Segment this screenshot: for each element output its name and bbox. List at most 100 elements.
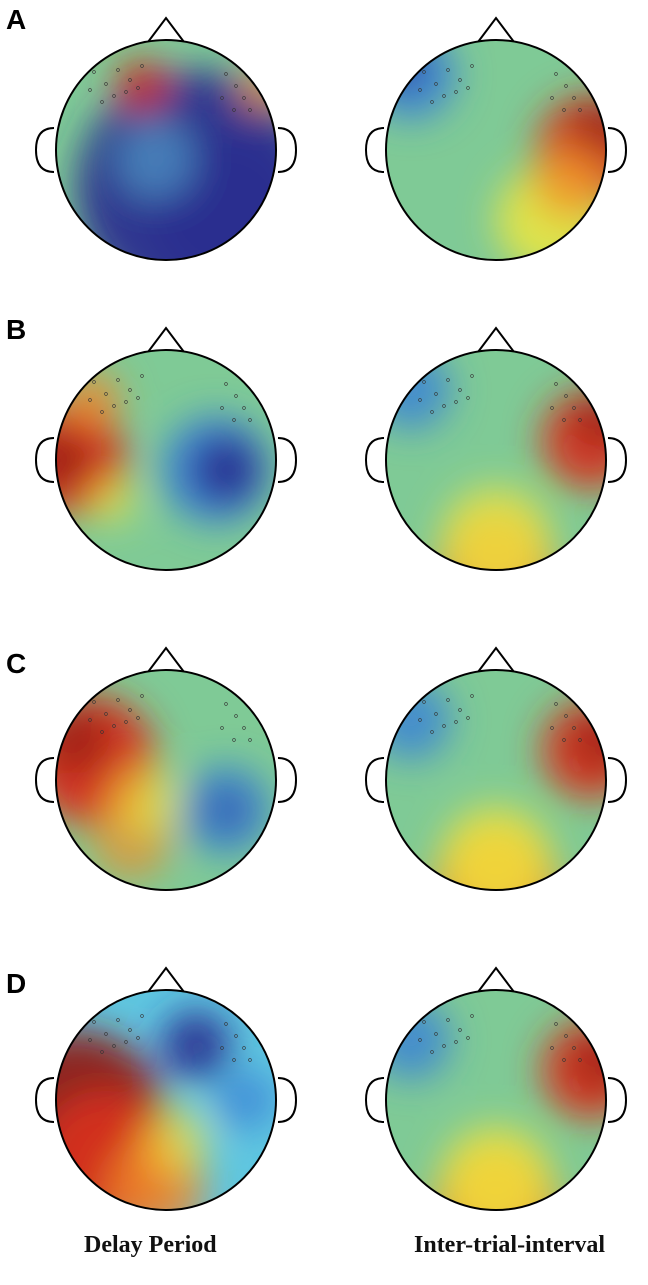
activation-blob	[216, 1070, 276, 1130]
electrode-marker	[140, 64, 144, 68]
nose	[147, 16, 185, 43]
electrode-marker	[220, 726, 224, 730]
electrode-marker	[470, 374, 474, 378]
electrode-marker	[578, 1058, 582, 1062]
electrode-marker	[564, 1034, 568, 1038]
electrode-marker	[458, 1028, 462, 1032]
electrode-marker	[422, 700, 426, 704]
electrode-marker	[434, 712, 438, 716]
topomap-a-delay	[34, 16, 298, 261]
activation-blob	[86, 475, 136, 525]
electrode-marker	[248, 108, 252, 112]
electrode-marker	[578, 108, 582, 112]
electrode-marker	[422, 1020, 426, 1024]
electrode-marker	[124, 400, 128, 404]
electrode-marker	[224, 1022, 228, 1026]
electrode-marker	[418, 718, 422, 722]
electrode-marker	[442, 724, 446, 728]
electrode-marker	[104, 1032, 108, 1036]
electrode-marker	[572, 1046, 576, 1050]
nose	[147, 646, 185, 673]
activation-blob	[441, 1125, 551, 1210]
right-ear	[277, 757, 298, 803]
activation-blob	[386, 680, 451, 760]
activation-blob	[116, 120, 196, 200]
electrode-marker	[128, 388, 132, 392]
head-outline	[55, 669, 277, 891]
electrode-marker	[92, 70, 96, 74]
left-ear	[364, 1077, 385, 1123]
electrode-marker	[430, 730, 434, 734]
electrode-marker	[446, 1018, 450, 1022]
right-ear	[607, 437, 628, 483]
electrode-marker	[578, 738, 582, 742]
electrode-marker	[418, 1038, 422, 1042]
electrode-marker	[550, 406, 554, 410]
electrode-marker	[446, 68, 450, 72]
electrode-marker	[224, 72, 228, 76]
electrode-marker	[242, 726, 246, 730]
electrode-marker	[422, 380, 426, 384]
electrode-marker	[116, 1018, 120, 1022]
right-ear	[607, 757, 628, 803]
electrode-marker	[442, 1044, 446, 1048]
electrode-marker	[564, 394, 568, 398]
electrode-marker	[112, 724, 116, 728]
electrode-marker	[454, 400, 458, 404]
right-ear	[277, 1077, 298, 1123]
electrode-marker	[466, 86, 470, 90]
electrode-marker	[100, 410, 104, 414]
topomap-d-iti	[364, 966, 628, 1211]
activation-blob	[56, 430, 91, 490]
electrode-marker	[100, 730, 104, 734]
electrode-marker	[458, 78, 462, 82]
column-label-inter-trial-interval: Inter-trial-interval	[414, 1232, 606, 1258]
electrode-marker	[564, 84, 568, 88]
electrode-marker	[564, 714, 568, 718]
electrode-marker	[572, 726, 576, 730]
electrode-marker	[572, 96, 576, 100]
electrode-marker	[454, 720, 458, 724]
topomap-a-iti	[364, 16, 628, 261]
electrode-marker	[572, 406, 576, 410]
electrode-marker	[554, 1022, 558, 1026]
activation-blob	[141, 1105, 211, 1175]
right-ear	[607, 1077, 628, 1123]
head-outline	[55, 39, 277, 261]
electrode-marker	[92, 1020, 96, 1024]
head-outline	[385, 989, 607, 1211]
right-ear	[607, 127, 628, 173]
head-outline	[385, 669, 607, 891]
electrode-marker	[446, 378, 450, 382]
activation-blob	[111, 765, 181, 835]
nose	[477, 966, 515, 993]
electrode-marker	[112, 404, 116, 408]
electrode-marker	[466, 396, 470, 400]
electrode-marker	[140, 694, 144, 698]
electrode-marker	[224, 382, 228, 386]
electrode-marker	[234, 1034, 238, 1038]
nose	[147, 326, 185, 353]
head-outline	[385, 349, 607, 571]
activation-blob	[441, 485, 551, 570]
activation-blob	[441, 805, 551, 890]
electrode-marker	[470, 1014, 474, 1018]
electrode-marker	[418, 88, 422, 92]
right-ear	[277, 437, 298, 483]
electrode-marker	[446, 698, 450, 702]
electrode-marker	[92, 700, 96, 704]
activation-blob	[531, 140, 606, 220]
left-ear	[34, 1077, 55, 1123]
electrode-marker	[136, 1036, 140, 1040]
column-label-delay-period: Delay Period	[84, 1232, 217, 1258]
electrode-marker	[220, 96, 224, 100]
electrode-marker	[242, 96, 246, 100]
electrode-marker	[562, 108, 566, 112]
panel-label-d: D	[6, 968, 27, 999]
activation-blob	[386, 43, 423, 87]
electrode-marker	[128, 708, 132, 712]
electrode-marker	[242, 1046, 246, 1050]
electrode-marker	[88, 718, 92, 722]
electrode-marker	[100, 1050, 104, 1054]
